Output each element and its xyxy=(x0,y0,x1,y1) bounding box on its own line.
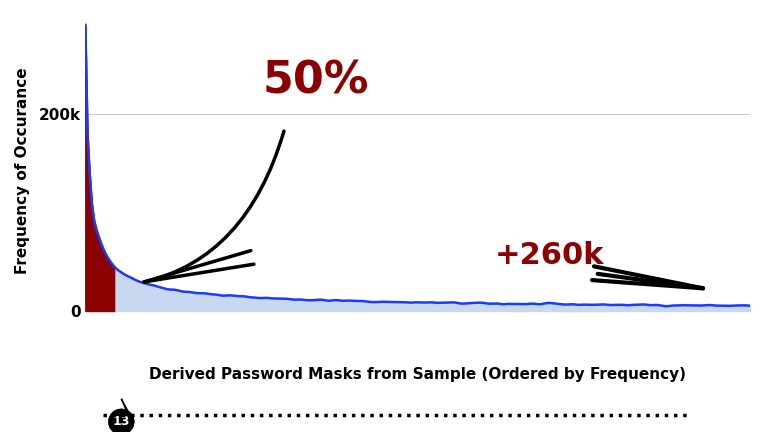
X-axis label: Derived Password Masks from Sample (Ordered by Frequency): Derived Password Masks from Sample (Orde… xyxy=(149,368,686,382)
Y-axis label: Frequency of Occurance: Frequency of Occurance xyxy=(15,67,30,274)
Text: +260k: +260k xyxy=(495,241,604,270)
Polygon shape xyxy=(109,399,134,432)
Text: 13: 13 xyxy=(112,415,130,428)
Circle shape xyxy=(109,410,134,432)
Text: 50%: 50% xyxy=(262,60,369,103)
